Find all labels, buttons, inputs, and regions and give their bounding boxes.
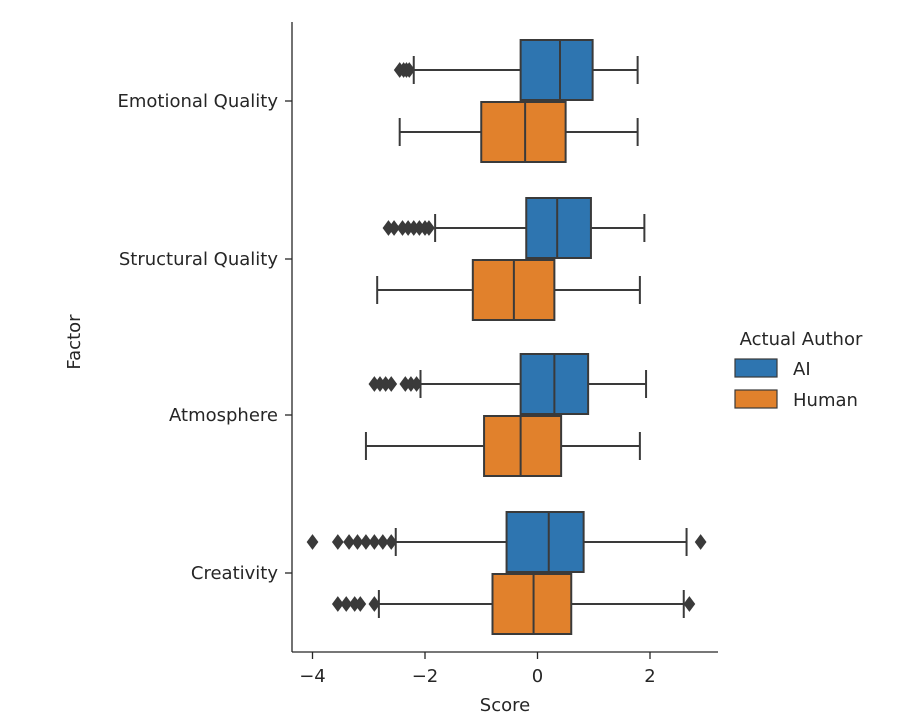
- box-ai: [382, 197, 646, 259]
- outlier-point: [385, 376, 398, 392]
- outlier-point: [403, 62, 416, 78]
- boxes-group: [306, 39, 707, 635]
- x-tick-label: 0: [532, 666, 543, 687]
- outlier-point: [385, 534, 398, 550]
- box-iqr: [505, 511, 585, 573]
- box-ai: [368, 353, 648, 415]
- outlier-point: [694, 534, 707, 550]
- legend-title: Actual Author: [740, 329, 863, 350]
- box-iqr: [480, 101, 567, 163]
- x-tick-label: 2: [644, 666, 655, 687]
- box-human: [331, 573, 696, 635]
- y-tick-label: Atmosphere: [169, 405, 278, 426]
- box-ai: [393, 39, 639, 101]
- box-human: [398, 101, 639, 163]
- box-ai: [306, 511, 707, 573]
- y-tick-label: Emotional Quality: [118, 91, 279, 112]
- legend-swatch-human: [734, 389, 778, 409]
- outlier-point: [306, 534, 319, 550]
- outlier-point: [410, 376, 423, 392]
- box-human: [364, 415, 641, 477]
- x-tick-label: −2: [412, 666, 439, 687]
- box-iqr: [525, 197, 592, 259]
- x-axis-title: Score: [480, 695, 530, 716]
- legend: Actual Author AI Human: [734, 329, 863, 411]
- outlier-point: [368, 596, 381, 612]
- legend-swatch-ai: [734, 358, 778, 378]
- legend-label-ai: AI: [793, 359, 811, 380]
- legend-items: AI Human: [734, 358, 858, 411]
- outlier-point: [354, 596, 367, 612]
- x-tick-label: −4: [299, 666, 326, 687]
- y-tick-label: Creativity: [191, 563, 278, 584]
- box-iqr: [491, 573, 573, 635]
- box-iqr: [519, 39, 594, 101]
- outlier-point: [683, 596, 696, 612]
- outlier-point: [423, 220, 435, 236]
- x-axis-ticks: −4 −2 0 2: [299, 652, 656, 687]
- box-human: [376, 259, 641, 321]
- box-iqr: [483, 415, 563, 477]
- y-axis-ticks: Emotional Quality Structural Quality Atmos…: [118, 91, 292, 584]
- y-axis-title: Factor: [64, 314, 85, 370]
- y-tick-label: Structural Quality: [119, 249, 278, 270]
- outlier-point: [331, 534, 344, 550]
- legend-label-human: Human: [793, 390, 858, 411]
